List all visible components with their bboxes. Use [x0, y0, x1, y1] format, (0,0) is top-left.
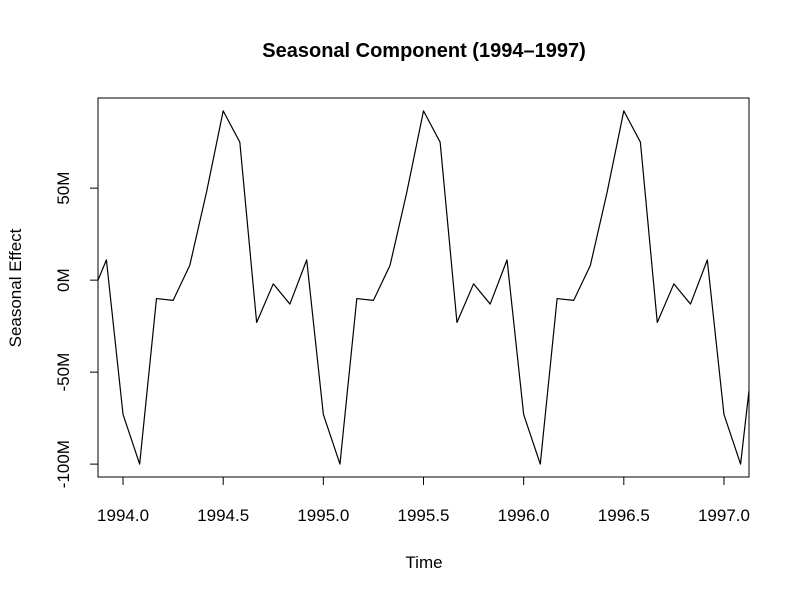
x-tick-label: 1996.5 [598, 506, 650, 525]
x-tick-label: 1995.0 [297, 506, 349, 525]
seasonal-series-line [97, 110, 750, 465]
y-axis-label: Seasonal Effect [6, 228, 25, 347]
y-axis: -100M -50M 0M 50M [54, 172, 99, 488]
x-tick-label: 1997.0 [698, 506, 750, 525]
plot-frame [97, 97, 750, 478]
y-tick-label: 0M [54, 268, 73, 292]
y-tick-label: 50M [54, 172, 73, 205]
x-axis-label: Time [405, 553, 442, 572]
x-axis: 1994.0 1994.5 1995.0 1995.5 1996.0 1996.5 1997… [97, 476, 750, 525]
x-tick-label: 1996.0 [498, 506, 550, 525]
x-tick-label: 1994.0 [97, 506, 149, 525]
chart-title: Seasonal Component (1994–1997) [262, 40, 585, 62]
x-tick-label: 1995.5 [398, 506, 450, 525]
y-tick-label: -50M [54, 353, 73, 392]
y-tick-label: -100M [54, 440, 73, 488]
x-tick-label: 1994.5 [197, 506, 249, 525]
